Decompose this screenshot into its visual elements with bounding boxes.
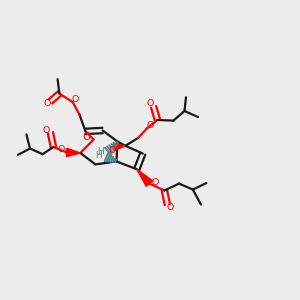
Text: O: O bbox=[58, 146, 65, 154]
Text: O: O bbox=[167, 203, 174, 212]
Text: O: O bbox=[147, 121, 154, 130]
Text: O: O bbox=[82, 131, 90, 142]
Polygon shape bbox=[114, 143, 125, 151]
Text: O: O bbox=[44, 99, 51, 108]
Text: H: H bbox=[98, 147, 104, 156]
Text: O: O bbox=[42, 126, 50, 135]
Text: O: O bbox=[152, 178, 159, 187]
Text: O: O bbox=[109, 146, 116, 155]
Text: H: H bbox=[96, 152, 102, 160]
Polygon shape bbox=[137, 169, 153, 186]
Text: O: O bbox=[147, 99, 154, 108]
Polygon shape bbox=[66, 148, 80, 157]
Text: O: O bbox=[72, 95, 79, 104]
